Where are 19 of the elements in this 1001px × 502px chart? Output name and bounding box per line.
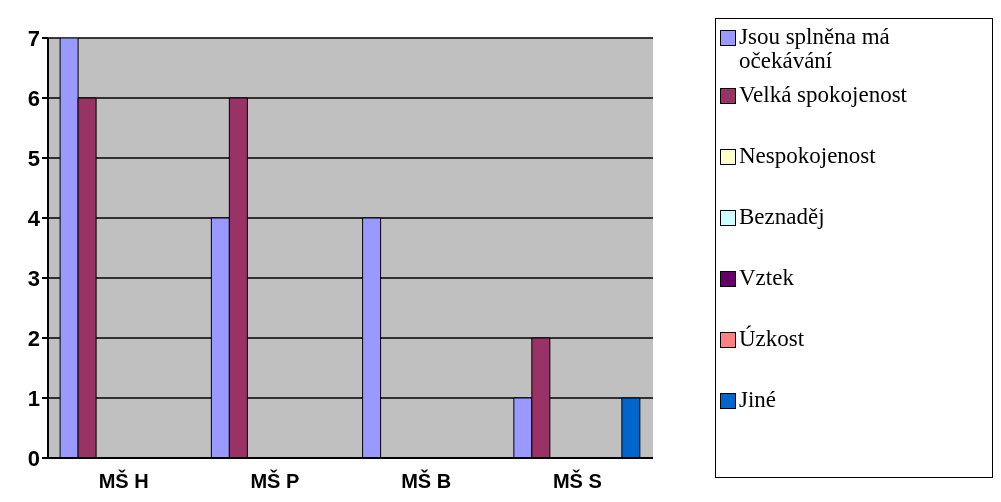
y-tick-label: 3: [27, 265, 40, 291]
x-tick-label: MŠ P: [250, 469, 300, 493]
legend-label: Jiné: [739, 387, 778, 412]
legend-label: Beznaděj: [739, 204, 826, 229]
legend-label: Nespokojenost: [739, 143, 877, 168]
y-tick-label: 5: [27, 145, 40, 171]
y-tick-label: 2: [27, 325, 40, 351]
legend-label: Velká spokojenost: [739, 82, 908, 107]
y-tick-label: 6: [27, 85, 40, 111]
x-tick-label: MŠ S: [552, 469, 602, 493]
y-tick-label: 7: [27, 25, 40, 51]
legend-label: Jsou splněna má očekávání: [739, 24, 891, 73]
x-tick-label: MŠ B: [401, 469, 452, 493]
legend-label: Úzkost: [739, 326, 806, 351]
y-tick-label: 0: [27, 445, 40, 471]
y-tick-label: 1: [27, 385, 40, 411]
x-tick-label: MŠ H: [98, 469, 149, 493]
legend-label: Vztek: [739, 265, 795, 290]
y-tick-label: 4: [27, 205, 41, 231]
